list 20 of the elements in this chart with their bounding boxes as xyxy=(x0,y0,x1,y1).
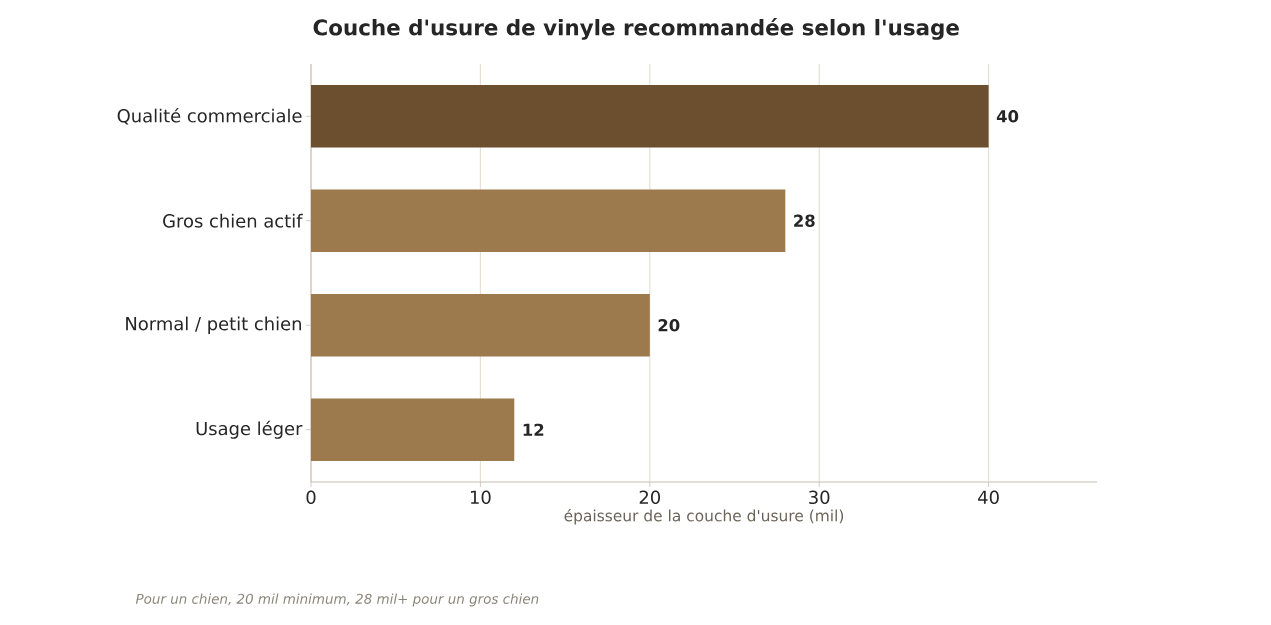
y-tick-label: Gros chien actif xyxy=(163,213,303,228)
data-label: 12 xyxy=(523,423,544,436)
x-tick-label: 30 xyxy=(809,490,830,505)
y-tick-label: Usage léger xyxy=(196,420,303,439)
bar xyxy=(311,293,650,357)
data-label: 20 xyxy=(658,319,680,332)
text: Pour un chien, 20 mil minimum, 28 mil+ pour un gros chien xyxy=(135,593,539,607)
x-tick-label: 20 xyxy=(639,490,661,505)
bar xyxy=(311,189,786,253)
bar xyxy=(311,84,989,148)
data-label: 28 xyxy=(794,214,815,227)
y-tick-label: Qualité commerciale xyxy=(117,107,302,125)
chart-title: Couche d'usure de vinyle recommandée selon l'usage xyxy=(313,18,959,40)
bar xyxy=(311,398,515,462)
x-tick-label: 10 xyxy=(470,490,491,505)
x-tick-label: 0 xyxy=(306,490,316,505)
data-label: 40 xyxy=(996,110,1019,123)
x-axis-title: épaisseur de la couche d'usure (mil) xyxy=(564,508,844,525)
x-tick-label: 40 xyxy=(978,490,999,505)
y-tick-label: Normal / petit chien xyxy=(126,316,301,334)
